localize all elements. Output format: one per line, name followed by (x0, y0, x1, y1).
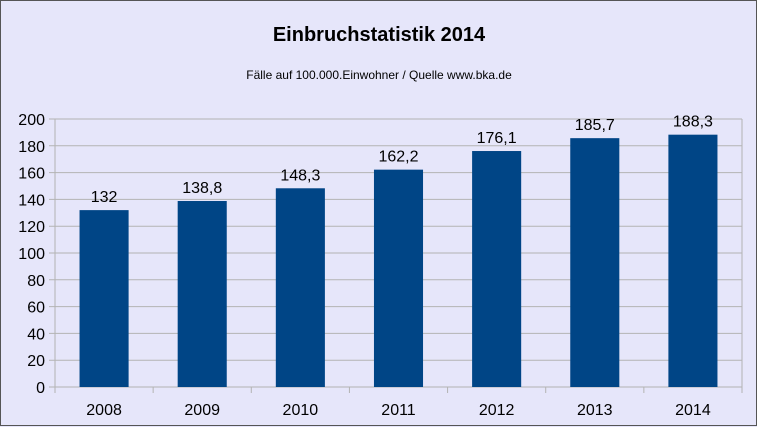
y-tick-label: 200 (18, 112, 45, 129)
chart-title: Einbruchstatistik 2014 (273, 24, 486, 46)
y-tick-label: 140 (18, 192, 45, 209)
bar (177, 201, 227, 387)
data-label: 162,2 (378, 149, 418, 166)
data-label: 176,1 (477, 130, 517, 147)
data-labels: 132 138,8 148,3 162,2 176,1 185,7 188,3 (91, 114, 713, 206)
bar (373, 169, 424, 387)
data-label: 148,3 (280, 167, 320, 184)
y-tick-label: 20 (27, 353, 45, 370)
y-tick-label: 120 (18, 219, 45, 236)
data-label: 188,3 (673, 114, 713, 131)
bar (472, 151, 522, 387)
y-axis-ticks: 0 20 40 60 80 100 120 140 160 180 200 (18, 112, 45, 397)
x-tick-label: 2008 (86, 402, 122, 419)
y-tick-label: 100 (18, 246, 45, 263)
axes (54, 119, 743, 387)
data-label: 138,8 (182, 180, 222, 197)
y-tick-label: 40 (27, 326, 45, 343)
bar (79, 210, 129, 387)
y-tick-label: 160 (18, 166, 45, 183)
bar (570, 138, 620, 387)
bars (79, 134, 718, 387)
x-axis-ticks: 2008 2009 2010 2011 2012 2013 2014 (54, 387, 743, 419)
y-tick-label: 180 (18, 139, 45, 156)
x-tick-label: 2012 (479, 402, 515, 419)
x-tick-label: 2009 (184, 402, 220, 419)
data-label: 185,7 (575, 117, 615, 134)
bar (668, 134, 718, 387)
y-tick-label: 0 (36, 380, 45, 397)
chart-subtitle: Fälle auf 100.000.Einwohner / Quelle www… (246, 68, 512, 82)
x-tick-label: 2010 (283, 402, 319, 419)
data-label: 132 (91, 189, 118, 206)
x-tick-label: 2013 (577, 402, 613, 419)
x-tick-label: 2011 (381, 402, 416, 419)
x-tick-label: 2014 (675, 402, 711, 419)
y-tick-label: 80 (27, 273, 45, 290)
bar (275, 188, 325, 387)
y-tick-label: 60 (27, 300, 45, 317)
